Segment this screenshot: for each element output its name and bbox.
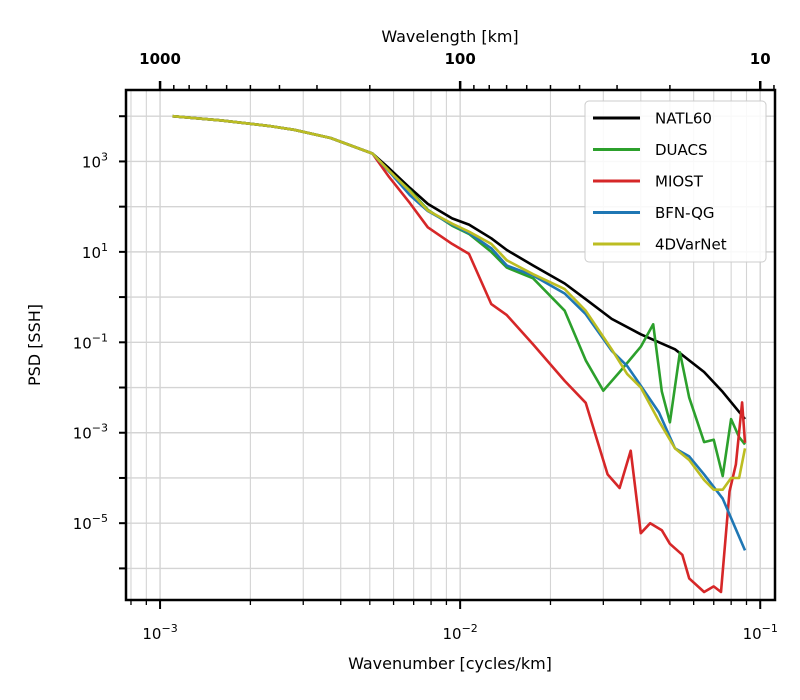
top-tick-label: 100: [444, 50, 475, 68]
legend-label: MIOST: [655, 173, 704, 191]
x-tick-label: 10−2: [442, 622, 477, 643]
y-tick-label: 101: [82, 241, 108, 262]
series-line-4dvarnet: [172, 114, 747, 492]
series-lines: [172, 114, 747, 594]
top-tick-label: 1000: [139, 50, 181, 68]
y-tick-label: 10−1: [73, 331, 108, 352]
top-tick-label: 10: [750, 50, 771, 68]
top-axis-label: Wavelength [km]: [381, 27, 518, 46]
legend-label: NATL60: [655, 110, 712, 128]
axis-ticks: 10−3 10−2 10−1 103 101 10−1 10−3 10−5 1000 100 10: [73, 50, 778, 643]
plot-frame: [124, 88, 777, 602]
legend-label: DUACS: [655, 141, 708, 159]
y-axis-label: PSD [SSH]: [25, 304, 44, 386]
legend-label: 4DVarNet: [655, 236, 727, 254]
y-tick-label: 10−5: [73, 512, 108, 533]
legend-label: BFN-QG: [655, 204, 715, 222]
x-axis-label: Wavenumber [cycles/km]: [348, 654, 552, 673]
x-tick-label: 10−3: [142, 622, 177, 643]
y-tick-label: 10−3: [73, 422, 108, 443]
grid: [126, 90, 775, 600]
legend: NATL60 DUACS MIOST BFN-QG 4DVarNet: [584, 100, 767, 263]
x-tick-label: 10−1: [743, 622, 778, 643]
legend-box: [584, 100, 767, 263]
y-tick-label: 103: [82, 150, 108, 171]
